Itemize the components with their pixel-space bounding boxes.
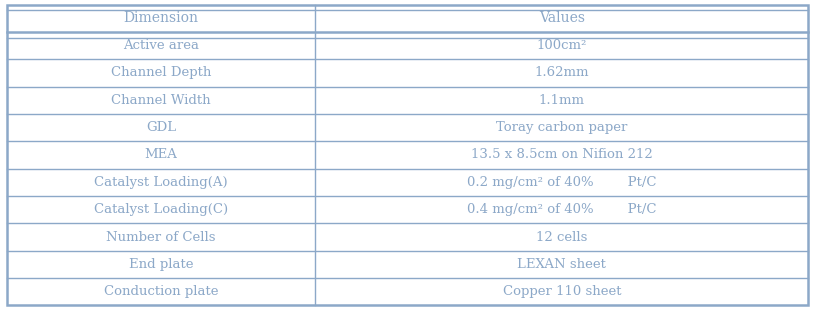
Text: LEXAN sheet: LEXAN sheet — [518, 258, 606, 271]
Text: Values: Values — [539, 11, 585, 25]
Text: End plate: End plate — [129, 258, 193, 271]
Text: Catalyst Loading(A): Catalyst Loading(A) — [94, 176, 227, 189]
Text: Dimension: Dimension — [123, 11, 198, 25]
Text: Copper 110 sheet: Copper 110 sheet — [503, 285, 621, 298]
Text: GDL: GDL — [146, 121, 176, 134]
Text: 1.1mm: 1.1mm — [539, 94, 585, 107]
Text: 0.2 mg/cm² of 40%        Pt/C: 0.2 mg/cm² of 40% Pt/C — [467, 176, 657, 189]
Text: Number of Cells: Number of Cells — [106, 231, 216, 244]
Text: MEA: MEA — [144, 148, 178, 162]
Text: Catalyst Loading(C): Catalyst Loading(C) — [94, 203, 228, 216]
Text: Active area: Active area — [123, 39, 199, 52]
Text: 0.4 mg/cm² of 40%        Pt/C: 0.4 mg/cm² of 40% Pt/C — [467, 203, 657, 216]
Text: 13.5 x 8.5cm on Nifion 212: 13.5 x 8.5cm on Nifion 212 — [471, 148, 653, 162]
Text: 1.62mm: 1.62mm — [535, 66, 589, 79]
Text: 12 cells: 12 cells — [536, 231, 588, 244]
Text: Toray carbon paper: Toray carbon paper — [496, 121, 628, 134]
Text: Channel Width: Channel Width — [111, 94, 211, 107]
Text: 100cm²: 100cm² — [537, 39, 587, 52]
Text: Conduction plate: Conduction plate — [104, 285, 218, 298]
Text: Channel Depth: Channel Depth — [111, 66, 211, 79]
